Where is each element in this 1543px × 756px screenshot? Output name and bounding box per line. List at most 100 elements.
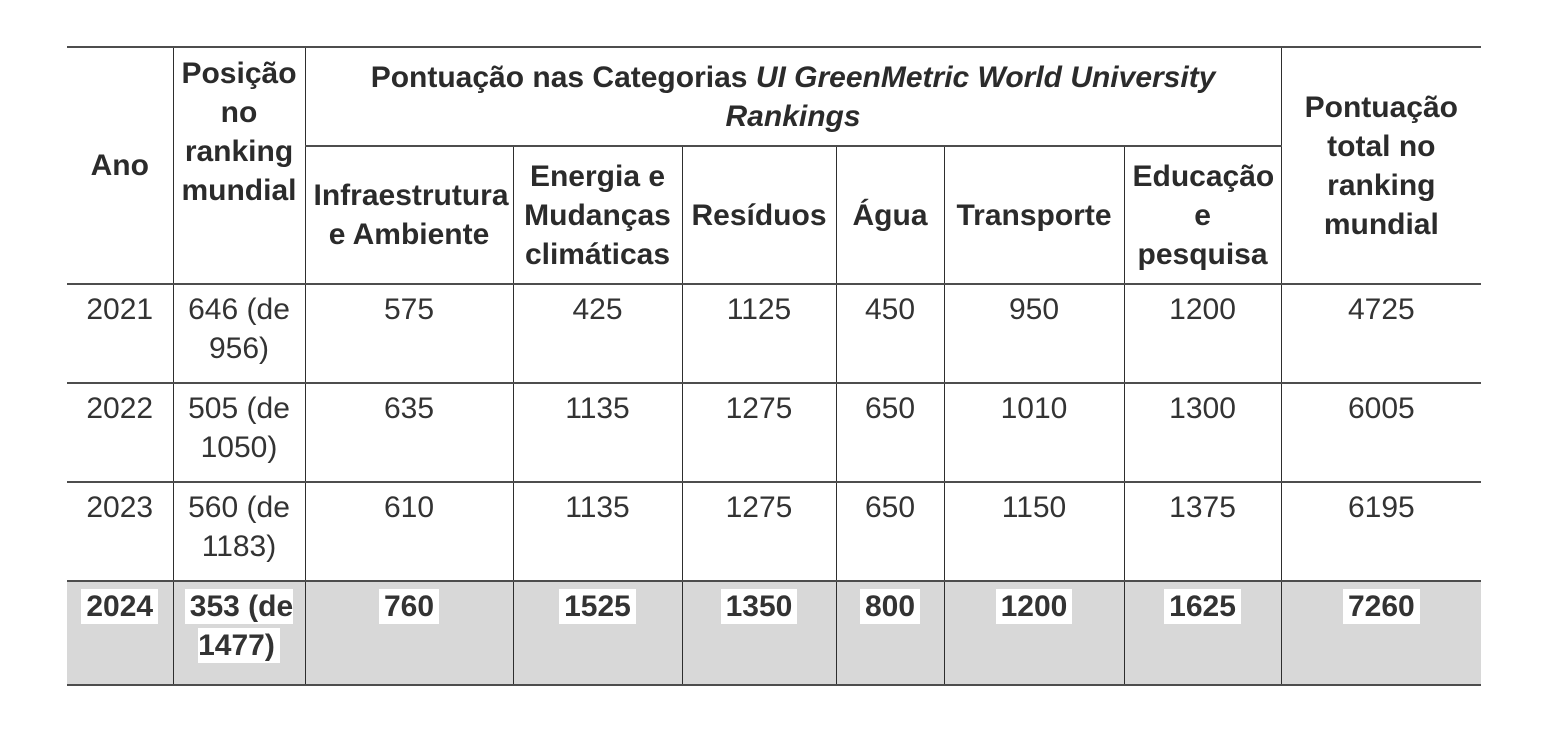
- header-label-posicao: Posição no ranking mundial: [181, 57, 297, 207]
- year-value: 2022: [86, 392, 154, 425]
- score-value: 1275: [725, 392, 793, 425]
- header-label-agua: Água: [852, 198, 928, 232]
- table-row-2022: 2022 505 (de 1050) 635 1135 1275 650 101…: [67, 382, 1482, 483]
- position-value: 505 (de 1050): [188, 392, 290, 464]
- score-cell-energia: 1525: [512, 580, 683, 686]
- header-cell-residuos: Resíduos: [681, 145, 837, 285]
- score-value: 650: [864, 392, 916, 425]
- table-row-2021: 2021 646 (de 956) 575 425 1125 450 950 1…: [67, 283, 1482, 384]
- total-cell: 7260: [1280, 580, 1482, 686]
- score-cell-transporte: 1150: [943, 481, 1125, 582]
- header-cell-agua: Água: [835, 145, 945, 285]
- total-value: 6195: [1347, 491, 1415, 524]
- score-cell-energia: 1135: [512, 481, 683, 582]
- score-cell-agua: 650: [835, 481, 945, 582]
- score-value: 1350: [720, 589, 798, 624]
- table-row-2024-highlighted: 2024 353 (de 1477) 760 1525 1350 800 120…: [67, 580, 1482, 686]
- position-cell: 505 (de 1050): [172, 382, 306, 483]
- greenmetric-table-container: Ano Posição no ranking mundial Pontuação…: [67, 46, 1482, 686]
- total-cell: 6005: [1280, 382, 1482, 483]
- score-cell-residuos: 1350: [681, 580, 837, 686]
- year-value: 2021: [86, 293, 154, 326]
- position-value: 646 (de 956): [188, 293, 290, 365]
- header-row-group: Ano Posição no ranking mundial Pontuação…: [67, 46, 1482, 285]
- header-cell-posicao: Posição no ranking mundial: [172, 46, 306, 285]
- header-cell-infraestrutura: Infraestrutura e Ambiente: [305, 145, 514, 285]
- score-value: 1150: [1001, 491, 1067, 524]
- header-cell-ano: Ano: [67, 46, 174, 285]
- total-value: 6005: [1347, 392, 1415, 425]
- score-value: 610: [383, 491, 435, 524]
- year-cell: 2022: [67, 382, 174, 483]
- year-cell: 2021: [67, 283, 174, 384]
- score-value: 1525: [559, 589, 636, 624]
- greenmetric-rankings-table: Ano Posição no ranking mundial Pontuação…: [67, 46, 1482, 686]
- header-label-total: Pontuação total no ranking mundial: [1304, 90, 1458, 241]
- score-cell-energia: 425: [512, 283, 683, 384]
- position-cell: 560 (de 1183): [172, 481, 306, 582]
- year-cell: 2024: [67, 580, 174, 686]
- score-cell-agua: 450: [835, 283, 945, 384]
- score-cell-residuos: 1125: [681, 283, 837, 384]
- header-label-categorias-italic-line1: UI GreenMetric World University: [755, 60, 1216, 94]
- score-value: 1135: [565, 392, 630, 425]
- score-cell-educacao: 1300: [1123, 382, 1282, 483]
- score-cell-residuos: 1275: [681, 382, 837, 483]
- score-cell-infraestrutura: 575: [304, 283, 514, 384]
- header-label-categorias-italic-line2: Rankings: [725, 99, 861, 133]
- header-label-transporte: Transporte: [956, 198, 1112, 232]
- header-cell-total: Pontuação total no ranking mundial: [1280, 46, 1482, 285]
- score-value: 800: [859, 589, 921, 624]
- score-cell-transporte: 950: [943, 283, 1125, 384]
- score-value: 1625: [1164, 589, 1241, 624]
- year-value: 2024: [81, 589, 159, 624]
- score-value: 950: [1008, 293, 1060, 326]
- score-value: 635: [383, 392, 435, 425]
- header-row-categories: Infraestrutura e Ambiente Energia e Muda…: [67, 145, 1481, 285]
- total-value: 4725: [1347, 293, 1415, 326]
- position-cell: 646 (de 956): [172, 283, 306, 384]
- score-cell-agua: 800: [835, 580, 945, 686]
- score-value: 650: [864, 491, 916, 524]
- table-row-2023: 2023 560 (de 1183) 610 1135 1275 650 115…: [67, 481, 1482, 582]
- score-value: 1135: [565, 491, 630, 524]
- header-label-categorias-prefix: Pontuação nas Categorias: [370, 60, 748, 94]
- total-cell: 6195: [1280, 481, 1482, 582]
- score-cell-infraestrutura: 760: [304, 580, 514, 686]
- header-label-ano: Ano: [90, 149, 149, 182]
- score-value: 1300: [1169, 392, 1236, 425]
- score-value: 450: [864, 293, 916, 326]
- score-cell-transporte: 1010: [943, 382, 1125, 483]
- score-value: 1200: [1169, 293, 1236, 326]
- total-cell: 4725: [1280, 283, 1482, 384]
- score-cell-energia: 1135: [512, 382, 683, 483]
- header-cell-categorias-group: Pontuação nas Categorias UI GreenMetric …: [304, 46, 1282, 147]
- score-value: 1125: [726, 293, 792, 326]
- score-value: 1375: [1169, 491, 1236, 524]
- position-value: 353 (de 1477): [184, 589, 294, 663]
- header-cell-transporte: Transporte: [943, 145, 1125, 285]
- score-cell-educacao: 1375: [1123, 481, 1282, 582]
- total-value: 7260: [1342, 589, 1420, 624]
- header-label-educacao: Educação e pesquisa: [1132, 159, 1275, 271]
- score-value: 1200: [995, 589, 1073, 624]
- score-value: 575: [383, 293, 435, 326]
- position-cell: 353 (de 1477): [172, 580, 306, 686]
- position-value: 560 (de 1183): [188, 491, 290, 563]
- header-label-residuos: Resíduos: [691, 198, 827, 232]
- score-value: 1275: [725, 491, 793, 524]
- score-cell-educacao: 1625: [1123, 580, 1282, 686]
- score-value: 425: [572, 293, 623, 326]
- header-label-energia: Energia e Mudanças climáticas: [524, 159, 671, 271]
- score-value: 760: [378, 589, 440, 624]
- score-cell-residuos: 1275: [681, 481, 837, 582]
- score-cell-infraestrutura: 635: [304, 382, 514, 483]
- score-cell-transporte: 1200: [943, 580, 1125, 686]
- header-cell-energia: Energia e Mudanças climáticas: [512, 145, 683, 285]
- score-cell-agua: 650: [835, 382, 945, 483]
- header-cell-educacao: Educação e pesquisa: [1123, 145, 1282, 285]
- year-cell: 2023: [67, 481, 174, 582]
- header-label-infraestrutura: Infraestrutura e Ambiente: [313, 179, 509, 251]
- score-cell-educacao: 1200: [1123, 283, 1282, 384]
- score-value: 1010: [1000, 392, 1068, 425]
